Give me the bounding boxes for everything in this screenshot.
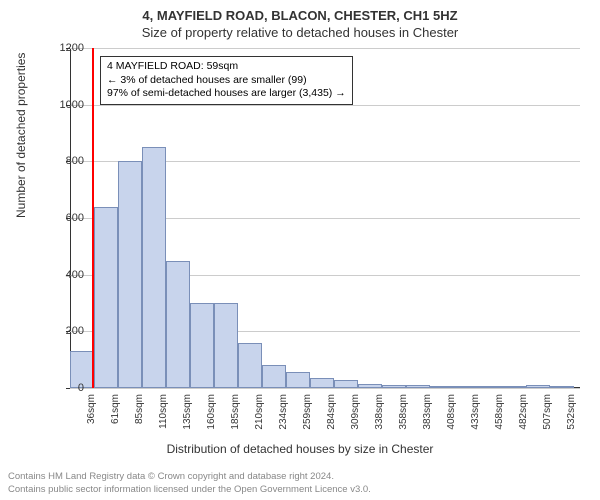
annotation-line: 4 MAYFIELD ROAD: 59sqm [107,60,346,74]
plot-region: 4 MAYFIELD ROAD: 59sqm← 3% of detached h… [70,48,580,388]
x-tick-label: 284sqm [326,394,337,430]
histogram-bar [454,386,478,388]
histogram-bar [430,386,454,388]
histogram-bar [238,343,262,388]
histogram-bar [142,147,166,388]
histogram-bar [214,303,238,388]
y-tick-label: 400 [44,269,84,281]
footer-line-1: Contains HM Land Registry data © Crown c… [8,471,371,483]
y-axis-label: Number of detached properties [14,53,28,218]
x-tick-label: 135sqm [182,394,193,430]
histogram-bar [118,161,142,388]
y-tick-label: 0 [44,382,84,394]
gridline [70,48,580,49]
histogram-bar [262,365,286,388]
x-tick-label: 61sqm [110,394,121,424]
footer-line-2: Contains public sector information licen… [8,484,371,496]
x-tick-label: 408sqm [446,394,457,430]
title-sub: Size of property relative to detached ho… [0,23,600,40]
x-tick-label: 532sqm [566,394,577,430]
histogram-bar [382,385,406,388]
x-tick-label: 458sqm [494,394,505,430]
histogram-bar [406,385,430,388]
x-tick-label: 210sqm [254,394,265,430]
title-main: 4, MAYFIELD ROAD, BLACON, CHESTER, CH1 5… [0,0,600,23]
x-tick-label: 338sqm [374,394,385,430]
annotation-line: ← 3% of detached houses are smaller (99) [107,74,346,88]
x-tick-label: 309sqm [350,394,361,430]
x-tick-label: 433sqm [470,394,481,430]
chart-container: 4, MAYFIELD ROAD, BLACON, CHESTER, CH1 5… [0,0,600,500]
histogram-bar [310,378,334,388]
y-tick-label: 600 [44,212,84,224]
annotation-box: 4 MAYFIELD ROAD: 59sqm← 3% of detached h… [100,56,353,105]
histogram-bar [502,386,526,388]
y-tick-label: 800 [44,155,84,167]
x-tick-label: 259sqm [302,394,313,430]
histogram-bar [526,385,550,388]
y-tick-label: 1200 [44,42,84,54]
x-tick-label: 383sqm [422,394,433,430]
x-tick-label: 358sqm [398,394,409,430]
histogram-bar [334,380,358,389]
x-tick-label: 160sqm [206,394,217,430]
histogram-bar [550,386,574,388]
chart-area: 4 MAYFIELD ROAD: 59sqm← 3% of detached h… [70,48,580,388]
x-tick-label: 85sqm [134,394,145,424]
x-axis-label: Distribution of detached houses by size … [0,442,600,456]
footer-attribution: Contains HM Land Registry data © Crown c… [8,471,371,496]
gridline [70,388,580,389]
histogram-bar [166,261,190,389]
x-tick-label: 110sqm [158,394,169,429]
property-marker-line [92,48,94,388]
x-tick-label: 507sqm [542,394,553,430]
histogram-bar [94,207,118,388]
y-tick-label: 200 [44,325,84,337]
histogram-bar [478,386,502,388]
x-tick-label: 482sqm [518,394,529,430]
histogram-bar [190,303,214,388]
annotation-line: 97% of semi-detached houses are larger (… [107,87,346,101]
x-tick-label: 234sqm [278,394,289,430]
x-tick-label: 185sqm [230,394,241,430]
histogram-bar [286,372,310,388]
x-tick-label: 36sqm [86,394,97,424]
histogram-bar [358,384,382,388]
y-tick-label: 1000 [44,99,84,111]
